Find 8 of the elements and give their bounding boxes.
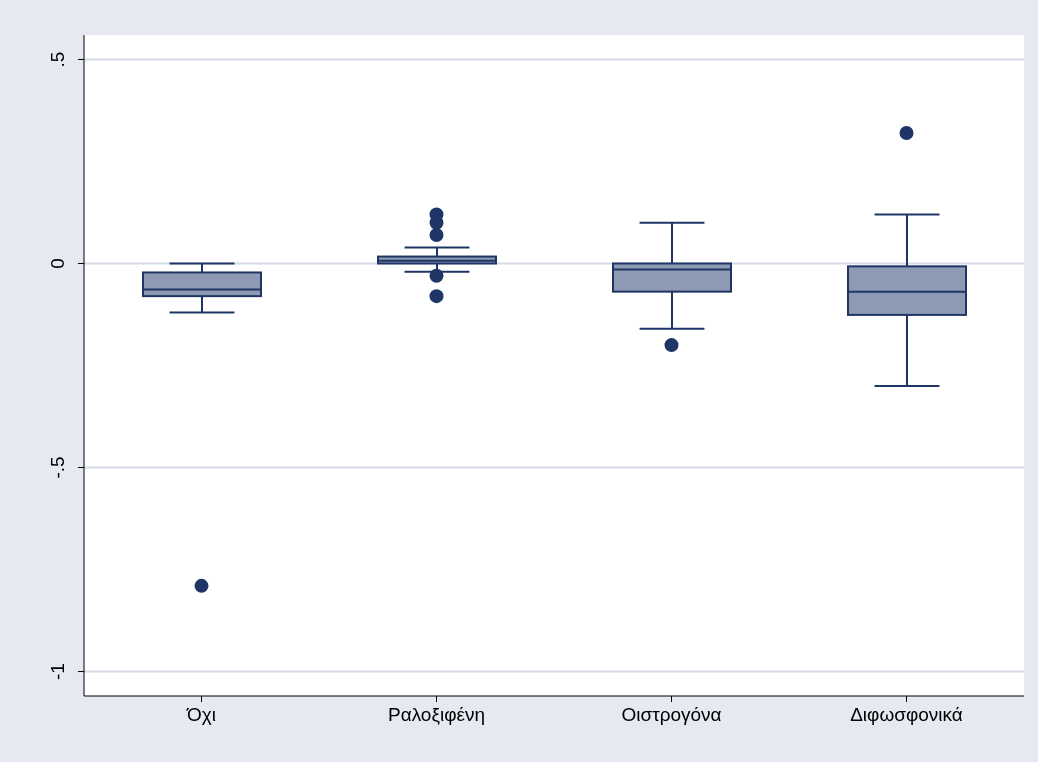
x-tick-label: Οιστρογόνα [621,704,722,726]
y-tick-label: .5 [47,51,68,68]
y-tick-label: -.5 [47,456,68,479]
y-tick-label: -1 [47,663,68,680]
x-tick-label: Διφωσφονικά [850,704,963,726]
y-tick-label: 0 [47,258,68,269]
x-tick-label: Όχι [186,704,216,726]
x-tick-label: Ραλοξιφένη [387,704,486,726]
